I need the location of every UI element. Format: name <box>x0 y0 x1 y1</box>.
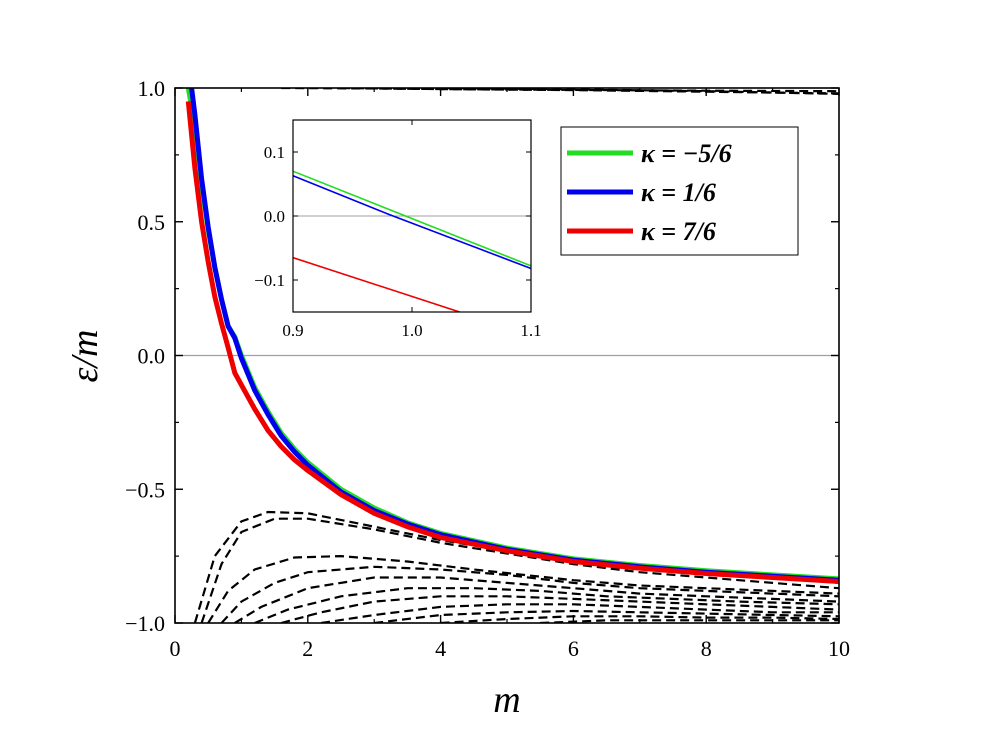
inset-plot: 0.9 1.0 1.1 −0.1 0.0 0.1 <box>254 119 542 340</box>
inset-x-tick-label: 1.0 <box>401 321 422 340</box>
legend-label-0: κ = −5/6 <box>641 139 732 168</box>
inset-y-tick-label: −0.1 <box>254 271 285 290</box>
y-tick-label: −1.0 <box>125 611 165 636</box>
dashed-curve-1 <box>200 517 839 623</box>
dashed-curve-8 <box>374 609 839 623</box>
inset-x-tick-label: 0.9 <box>282 321 303 340</box>
main-curves <box>185 88 839 623</box>
x-tick-label: 10 <box>828 636 850 661</box>
inset-series-line-1 <box>293 174 531 270</box>
legend-label-1: κ = 1/6 <box>641 178 716 207</box>
dashed-curve-9 <box>440 615 839 623</box>
dashed-curve-5 <box>254 587 839 623</box>
y-tick-label: −0.5 <box>125 477 165 502</box>
inset-y-tick-label: 0.1 <box>264 143 285 162</box>
legend-label-2: κ = 7/6 <box>641 217 716 246</box>
y-tick-label: 1.0 <box>138 76 166 101</box>
x-tick-label: 6 <box>568 636 579 661</box>
dashed-curve-7 <box>320 603 839 623</box>
legend: κ = −5/6 κ = 1/6 κ = 7/6 <box>560 126 799 256</box>
inset-series-line-0 <box>293 170 531 267</box>
x-tick-label: 2 <box>302 636 313 661</box>
y-tick-label: 0.0 <box>138 344 166 369</box>
x-axis-label: m <box>493 679 520 721</box>
inset-y-tick-label: 0.0 <box>264 207 285 226</box>
y-tick-label: 0.5 <box>138 210 166 235</box>
inset-x-tick-label: 1.1 <box>520 321 541 340</box>
y-axis-label: ε/m <box>64 330 106 383</box>
x-tick-label: 8 <box>701 636 712 661</box>
inset-series-line-2 <box>293 256 460 312</box>
main-plot: 0 2 4 6 8 10 −1.0 −0.5 0.0 0.5 1.0 m ε/m <box>64 76 850 721</box>
inset-curves <box>293 170 531 312</box>
series-line-2 <box>185 101 839 584</box>
dashed-curve-6 <box>280 595 839 623</box>
dashed-curve-2 <box>207 554 839 623</box>
x-tick-label: 4 <box>435 636 446 661</box>
x-tick-label: 0 <box>170 636 181 661</box>
dashed-curve-4 <box>234 576 839 623</box>
dashed-curve-3 <box>220 565 839 623</box>
dashed-curve-0 <box>193 510 839 623</box>
